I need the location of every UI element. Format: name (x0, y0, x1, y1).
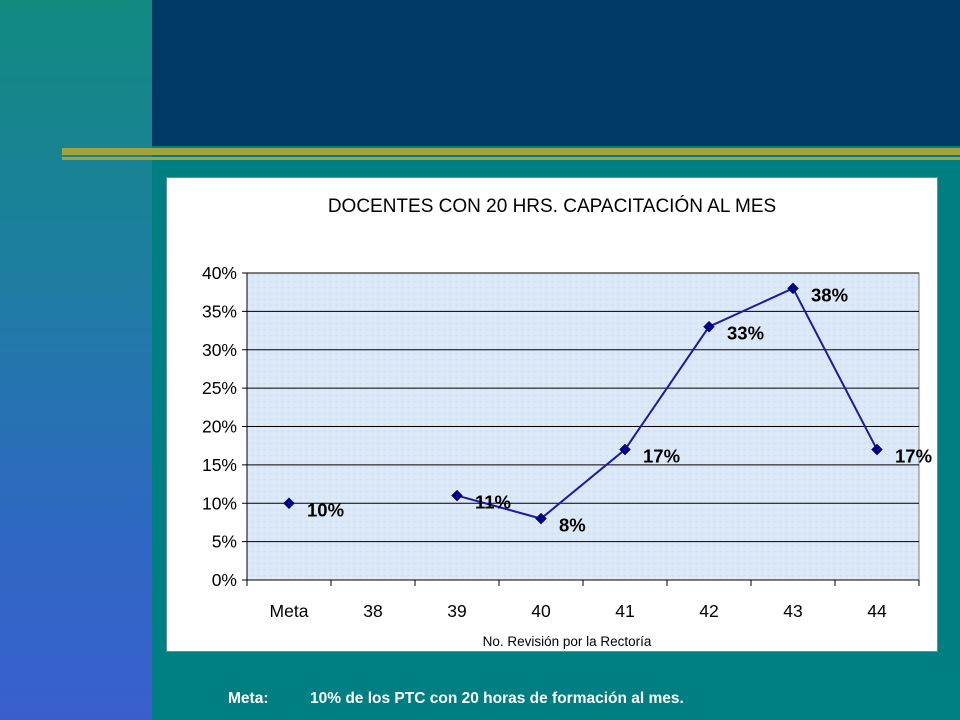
data-label: 8% (559, 515, 586, 536)
chart-title: DOCENTES CON 20 HRS. CAPACITACIÓN AL MES (328, 195, 776, 217)
series-line (456, 287, 878, 520)
x-tick-label: 44 (867, 601, 887, 621)
data-label: 33% (727, 323, 764, 344)
y-tick-label: 35% (202, 301, 237, 321)
footer-note: Meta: 10% de los PTC con 20 horas de form… (228, 690, 684, 712)
x-tick-label: 39 (447, 601, 466, 621)
data-label: 17% (643, 446, 680, 467)
data-point-marker (451, 489, 463, 502)
header-band (152, 0, 960, 146)
line-chart: DOCENTES CON 20 HRS. CAPACITACIÓN AL MES… (202, 195, 932, 649)
y-tick-label: 30% (202, 340, 237, 360)
data-label: 17% (895, 446, 932, 467)
x-tick-label: 41 (615, 601, 634, 621)
data-point-marker (871, 443, 883, 456)
y-tick-labels: 0% 5% 10% 15% 20% 25% 30% 35% 40% (202, 263, 237, 590)
y-tick-label: 25% (202, 378, 237, 398)
data-point-marker (283, 497, 295, 510)
series-polyline (456, 287, 878, 520)
x-tick-label: 43 (783, 601, 802, 621)
y-tick-label: 40% (202, 263, 237, 283)
data-point-marker (535, 512, 547, 525)
header-rule-thin (62, 157, 960, 160)
y-tick-label: 15% (202, 455, 237, 475)
footer-text: 10% de los PTC con 20 horas de formación… (310, 690, 684, 707)
axes (242, 272, 920, 586)
x-tick-label: 40 (531, 601, 551, 621)
x-tick-label: Meta (270, 601, 309, 621)
data-labels: 10% 11% 8% 17% 33% 38% 17% (307, 284, 932, 535)
data-point-marker (787, 282, 799, 295)
y-tick-label: 10% (202, 493, 237, 513)
data-point-marker (703, 320, 715, 333)
footer-label: Meta: (228, 690, 269, 707)
data-label: 10% (307, 499, 344, 520)
data-label: 11% (475, 492, 511, 513)
x-tick-label: 42 (699, 601, 718, 621)
chart-panel: DOCENTES CON 20 HRS. CAPACITACIÓN AL MES… (166, 177, 938, 652)
gridlines (247, 272, 919, 543)
x-tick-labels: Meta 38 39 40 41 42 43 44 (270, 601, 887, 621)
series-markers (283, 282, 883, 525)
y-tick-label: 0% (212, 570, 237, 590)
y-tick-label: 20% (202, 417, 237, 437)
left-color-band (0, 0, 152, 720)
data-point-marker (619, 443, 631, 456)
y-tick-label: 5% (212, 532, 237, 552)
data-label: 38% (811, 284, 848, 305)
x-tick-label: 38 (363, 601, 382, 621)
header-rule-thick (62, 148, 960, 155)
x-axis-title: No. Revisión por la Rectoría (483, 634, 652, 649)
